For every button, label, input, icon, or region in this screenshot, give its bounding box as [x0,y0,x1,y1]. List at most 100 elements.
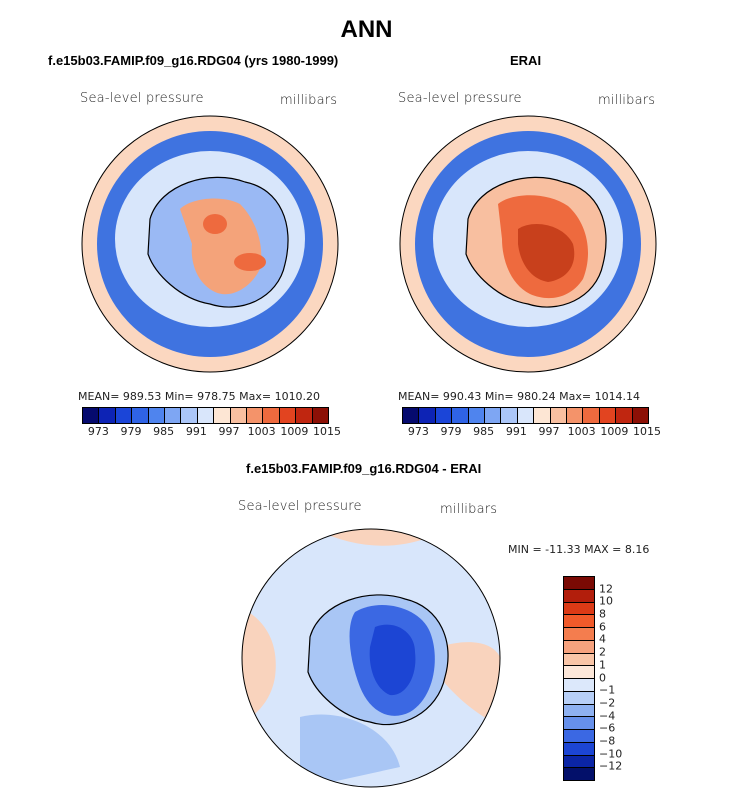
panel-1-colorbar-labels: 973 979 985 991 997 1003 1009 1015 [82,425,341,439]
difference-colorbar-swatch [564,679,594,692]
panel-2-stats: MEAN= 990.43 Min= 980.24 Max= 1014.14 [398,390,641,403]
difference-field-label: Sea-level pressure [238,499,362,514]
panel-2-colorbar-tick-label: 979 [440,425,462,438]
panel-2-colorbar-tick-label: 1015 [633,425,661,438]
panel-2-colorbar-swatch [485,408,502,423]
panel-1-colorbar-swatch [230,408,248,423]
panel-1-colorbar-swatch [181,408,198,423]
difference-colorbar-tick-label: −8 [599,734,616,748]
difference-colorbar-swatch [564,717,594,730]
panel-2-colorbar-swatch [550,408,568,423]
panel-2-colorbar-tick-label: 1009 [600,425,629,438]
difference-colorbar-tick-label: 2 [599,645,606,659]
difference-colorbar-tick-label: 1 [599,658,606,672]
difference-colorbar-swatch [564,653,594,667]
difference-colorbar-tick-label: 8 [599,607,606,621]
panel-1-colorbar-tick-label: 979 [120,425,142,438]
difference-colorbar-swatch [564,615,594,628]
panel-2-map-border [399,115,657,373]
panel-2-colorbar-swatch [567,408,584,423]
panel-1-units: millibars [280,93,338,108]
panel-1-title: f.e15b03.FAMIP.f09_g16.RDG04 (yrs 1980-1… [48,53,339,68]
panel-1-colorbar-tick-label: 997 [218,425,240,438]
difference-colorbar [563,576,595,781]
figure-title: ANN [340,16,393,43]
difference-colorbar-tick-label: 12 [599,582,613,596]
panel-2-colorbar-tick-label: 997 [538,425,560,438]
panel-2-colorbar-swatch [616,408,633,423]
difference-colorbar-tick-label: 0 [599,671,606,684]
panel-1-colorbar-swatch [165,408,182,423]
difference-map [241,528,501,788]
difference-colorbar-swatch [564,704,594,718]
difference-colorbar-swatch [564,589,594,603]
panel-1-field-label: Sea-level pressure [80,91,204,106]
panel-1-colorbar-swatch [99,408,116,423]
panel-2-colorbar [402,407,649,424]
panel-2-colorbar-swatch [468,408,486,423]
panel-2-title: ERAI [510,53,542,68]
difference-colorbar-swatch [564,742,594,756]
panel-1-map-border [81,115,339,373]
panel-1-colorbar-swatch [279,408,297,423]
difference-colorbar-swatch [564,628,594,641]
difference-colorbar-swatch [564,691,594,705]
difference-colorbar-swatch [564,577,594,590]
difference-colorbar-tick-label: −2 [599,696,616,710]
difference-map-border [241,528,501,788]
difference-cool-patch [300,714,400,787]
difference-units: millibars [440,502,498,517]
difference-colorbar-swatch [564,755,594,769]
panel-2-colorbar-swatch [583,408,600,423]
panel-1-colorbar-swatch [115,408,133,423]
difference-colorbar-labels: 12 10 8 6 4 2 1 0 −1 −2 −4 −6 −8 −10 −12 [599,576,639,779]
panel-1-high-core-2 [203,214,227,234]
panel-1-colorbar-tick-label: 1015 [313,425,341,438]
difference-colorbar-tick-label: 6 [599,620,606,634]
panel-2-colorbar-swatch [501,408,518,423]
panel-2-colorbar-swatch [452,408,469,423]
panel-2-colorbar-swatch [419,408,436,423]
panel-1-plateau [180,198,262,295]
difference-colorbar-swatch [564,730,594,743]
difference-colorbar-swatch [564,602,594,616]
panel-2-colorbar-labels: 973 979 985 991 997 1003 1009 1015 [402,425,661,439]
panel-1-colorbar [82,407,329,424]
difference-minmax: MIN = -11.33 MAX = 8.16 [508,543,650,556]
difference-colorbar-tick-label: −1 [599,683,616,697]
panel-2-colorbar-swatch [534,408,551,423]
difference-colorbar-tick-label: −12 [599,759,623,773]
difference-warm-patch-east [440,642,500,727]
panel-2-colorbar-tick-label: 991 [505,425,527,438]
panel-1-colorbar-tick-label: 1009 [280,425,309,438]
difference-colorbar-tick-label: 10 [599,594,613,608]
panel-2-high-core [518,224,575,282]
panel-1-colorbar-tick-label: 985 [153,425,175,438]
difference-warm-patch-west [242,607,276,727]
difference-colorbar-tick-label: 4 [599,632,606,646]
difference-title: f.e15b03.FAMIP.f09_g16.RDG04 - ERAI [246,461,482,476]
panel-2-colorbar-tick-label: 1003 [567,425,596,438]
panel-2-colorbar-swatch [599,408,617,423]
panel-1-colorbar-swatch [132,408,149,423]
difference-colorbar-swatch [564,640,594,654]
panel-2-field-label: Sea-level pressure [398,91,522,106]
panel-1-high-core [234,253,266,271]
difference-colorbar-tick-label: −6 [599,721,616,735]
difference-interior-core [369,624,416,696]
difference-colorbar-swatch [564,666,594,679]
panel-1-colorbar-swatch [148,408,166,423]
panel-1-map [81,115,339,373]
panel-1-colorbar-swatch [197,408,215,423]
panel-1-colorbar-swatch [296,408,313,423]
panel-1-colorbar-tick-label: 991 [185,425,207,438]
panel-1-colorbar-swatch [263,408,280,423]
panel-2-colorbar-tick-label: 973 [407,425,429,438]
panel-2-colorbar-tick-label: 985 [473,425,495,438]
difference-colorbar-tick-label: −10 [599,747,623,761]
panel-2-colorbar-swatch [403,408,420,423]
panel-2-colorbar-swatch [435,408,453,423]
panel-1-colorbar-tick-label: 973 [87,425,109,438]
panel-1-stats: MEAN= 989.53 Min= 978.75 Max= 1010.20 [78,390,321,403]
panel-1-colorbar-swatch [83,408,100,423]
